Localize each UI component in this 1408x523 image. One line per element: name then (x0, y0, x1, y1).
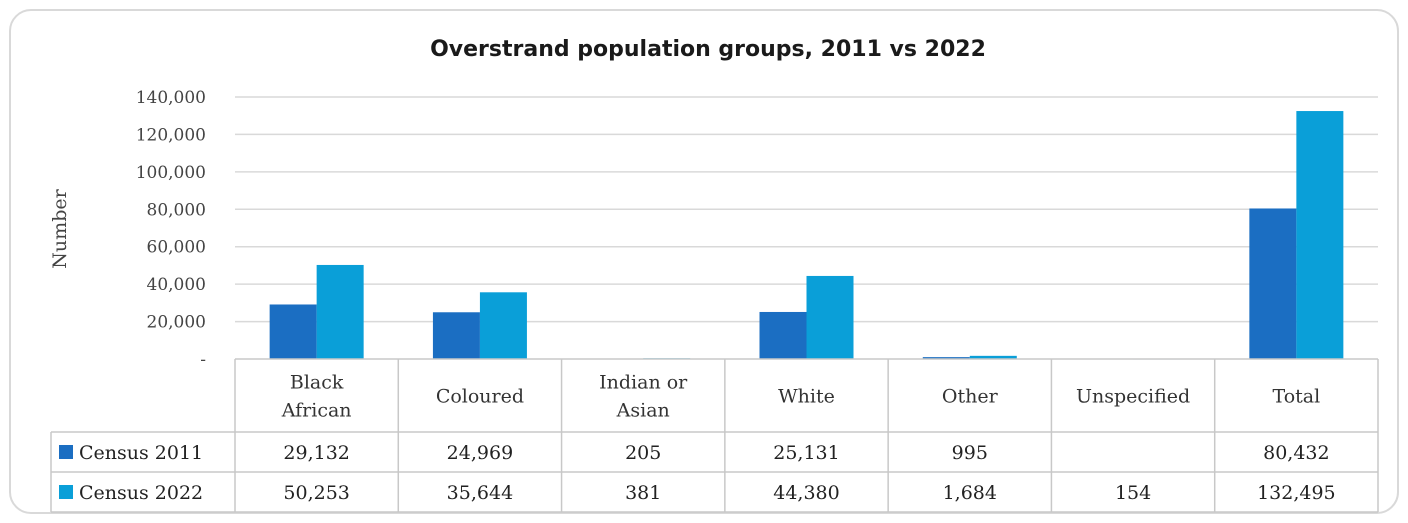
y-tick-label: 100,000 (136, 163, 206, 183)
grid-lines (235, 96, 1378, 323)
data-label: 24,969 (447, 442, 513, 464)
y-tick-label: 40,000 (147, 275, 206, 295)
data-table: Black African Coloured Indian or Asian White O… (50, 358, 1379, 513)
bar-2011 (759, 311, 807, 359)
data-label: 25,131 (773, 442, 839, 464)
x-tick-label: Black (290, 372, 344, 394)
x-tick-label: Coloured (436, 386, 524, 408)
bar-2011 (922, 357, 970, 359)
data-label: 80,432 (1263, 442, 1329, 464)
y-tick-labels: - 20,000 40,000 60,000 80,000 100,000 120,000 1… (136, 88, 206, 370)
x-tick-label: Total (1273, 386, 1321, 408)
data-label: 1,684 (943, 482, 997, 504)
data-label: 154 (1115, 482, 1151, 504)
bar-2011 (432, 312, 480, 359)
legend-label: Census 2022 (79, 482, 203, 504)
data-label: 50,253 (283, 482, 349, 504)
data-label: 35,644 (447, 482, 513, 504)
data-label: 29,132 (283, 442, 349, 464)
bar-2011 (269, 304, 317, 359)
bar-2022 (969, 355, 1017, 359)
x-tick-label: Other (942, 386, 999, 408)
bar-2022 (1296, 111, 1344, 359)
data-label: 44,380 (773, 482, 839, 504)
bar-2022 (479, 292, 527, 359)
bar-2022 (316, 264, 364, 359)
x-tick-label: African (281, 400, 352, 422)
data-label: 381 (625, 482, 661, 504)
bar-2022 (806, 275, 854, 359)
y-axis-label: Number (49, 188, 71, 268)
y-tick-label: 120,000 (136, 125, 206, 145)
y-tick-label: 80,000 (147, 200, 206, 220)
bar-2011 (1249, 208, 1297, 359)
chart-frame (9, 9, 1399, 514)
data-label: 995 (952, 442, 988, 464)
y-tick-label: - (200, 350, 206, 370)
bars (269, 111, 1344, 360)
y-tick-label: 60,000 (147, 238, 206, 258)
x-tick-label: Unspecified (1076, 386, 1190, 408)
legend-label: Census 2011 (79, 442, 203, 464)
legend-swatch (59, 445, 73, 459)
data-label: 205 (625, 442, 661, 464)
x-tick-label: White (778, 386, 835, 408)
x-tick-label: Asian (616, 400, 670, 422)
y-tick-label: 140,000 (136, 88, 206, 108)
data-label: 132,495 (1257, 482, 1336, 504)
chart-title: Overstrand population groups, 2011 vs 20… (430, 37, 986, 62)
y-tick-label: 20,000 (147, 313, 206, 333)
x-tick-label: Indian or (599, 372, 688, 394)
legend-swatch (59, 485, 73, 499)
